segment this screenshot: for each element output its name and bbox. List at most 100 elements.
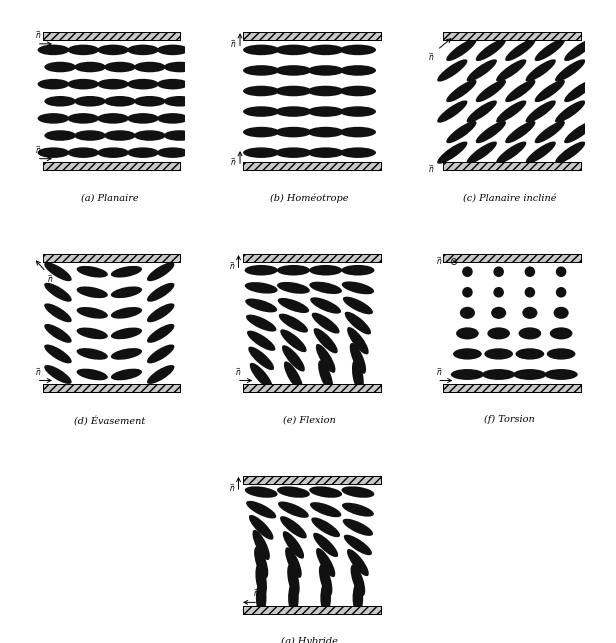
Ellipse shape	[340, 106, 376, 117]
Ellipse shape	[282, 345, 305, 372]
Ellipse shape	[491, 307, 506, 319]
Ellipse shape	[476, 80, 506, 102]
Ellipse shape	[253, 530, 270, 560]
Ellipse shape	[256, 581, 267, 615]
Text: $\otimes$: $\otimes$	[449, 256, 458, 267]
Ellipse shape	[275, 127, 312, 138]
Ellipse shape	[519, 327, 541, 340]
Text: $\vec{n}$: $\vec{n}$	[229, 260, 235, 272]
Ellipse shape	[44, 324, 71, 343]
Ellipse shape	[516, 349, 545, 359]
Ellipse shape	[476, 39, 506, 61]
Ellipse shape	[134, 62, 166, 72]
Ellipse shape	[309, 486, 342, 498]
Ellipse shape	[249, 515, 274, 539]
Ellipse shape	[280, 329, 307, 352]
Bar	[444, 384, 581, 392]
Ellipse shape	[104, 96, 136, 107]
Ellipse shape	[243, 86, 279, 96]
Text: $\vec{n}$: $\vec{n}$	[35, 366, 42, 377]
Bar	[243, 254, 381, 262]
Ellipse shape	[246, 314, 277, 332]
Bar	[243, 384, 381, 392]
Ellipse shape	[284, 361, 303, 391]
Ellipse shape	[247, 331, 275, 351]
Ellipse shape	[111, 348, 142, 360]
Ellipse shape	[245, 265, 278, 275]
Ellipse shape	[111, 327, 142, 340]
Ellipse shape	[287, 564, 299, 597]
Bar	[43, 162, 180, 170]
Ellipse shape	[347, 327, 369, 354]
Ellipse shape	[74, 96, 106, 107]
Ellipse shape	[111, 266, 142, 278]
Ellipse shape	[44, 345, 71, 363]
Ellipse shape	[460, 307, 475, 319]
Bar	[243, 162, 381, 170]
Bar	[243, 476, 381, 484]
Ellipse shape	[312, 312, 339, 334]
Ellipse shape	[352, 581, 363, 615]
Ellipse shape	[243, 44, 279, 55]
Ellipse shape	[76, 327, 108, 340]
Ellipse shape	[67, 79, 99, 89]
Ellipse shape	[38, 79, 69, 89]
Ellipse shape	[453, 349, 482, 359]
Ellipse shape	[564, 39, 594, 61]
Ellipse shape	[157, 79, 188, 89]
Ellipse shape	[342, 503, 374, 516]
Ellipse shape	[451, 369, 484, 380]
Ellipse shape	[38, 113, 69, 123]
Text: $\vec{n}$: $\vec{n}$	[235, 366, 242, 377]
Ellipse shape	[505, 39, 535, 61]
Text: (a) Planaire: (a) Planaire	[81, 194, 138, 203]
Ellipse shape	[254, 547, 268, 579]
Ellipse shape	[467, 59, 497, 82]
Ellipse shape	[347, 549, 369, 576]
Ellipse shape	[341, 265, 375, 275]
Text: $\vec{n}$: $\vec{n}$	[47, 273, 54, 285]
Ellipse shape	[256, 564, 267, 597]
Ellipse shape	[350, 343, 366, 374]
Ellipse shape	[340, 127, 376, 138]
Bar	[243, 254, 381, 262]
Ellipse shape	[44, 131, 76, 141]
Ellipse shape	[437, 141, 468, 164]
Ellipse shape	[437, 59, 468, 82]
Ellipse shape	[245, 298, 277, 312]
Ellipse shape	[437, 100, 468, 123]
Ellipse shape	[76, 307, 108, 319]
Text: (b) Homéotrope: (b) Homéotrope	[270, 194, 349, 203]
Ellipse shape	[545, 369, 578, 380]
Bar	[444, 32, 581, 41]
Ellipse shape	[340, 147, 376, 158]
Ellipse shape	[76, 286, 108, 298]
Ellipse shape	[467, 141, 497, 164]
Ellipse shape	[456, 327, 479, 340]
Bar	[243, 476, 381, 484]
Ellipse shape	[147, 283, 174, 302]
Ellipse shape	[550, 327, 572, 340]
Ellipse shape	[307, 86, 344, 96]
Ellipse shape	[127, 113, 159, 123]
Ellipse shape	[496, 141, 526, 164]
Ellipse shape	[280, 516, 307, 538]
Ellipse shape	[104, 62, 136, 72]
Ellipse shape	[97, 44, 129, 55]
Text: $\vec{n}$: $\vec{n}$	[428, 163, 434, 175]
Bar	[43, 162, 180, 170]
Ellipse shape	[522, 307, 537, 319]
Ellipse shape	[147, 345, 174, 363]
Text: (d) Évasement: (d) Évasement	[74, 415, 145, 425]
Text: (g) Hybride: (g) Hybride	[281, 637, 338, 643]
Ellipse shape	[127, 147, 159, 158]
Ellipse shape	[275, 147, 312, 158]
Ellipse shape	[277, 486, 310, 498]
Bar	[243, 32, 381, 41]
Bar	[243, 606, 381, 614]
Ellipse shape	[467, 100, 497, 123]
Ellipse shape	[243, 147, 279, 158]
Ellipse shape	[314, 328, 338, 354]
Ellipse shape	[157, 44, 188, 55]
Ellipse shape	[97, 113, 129, 123]
